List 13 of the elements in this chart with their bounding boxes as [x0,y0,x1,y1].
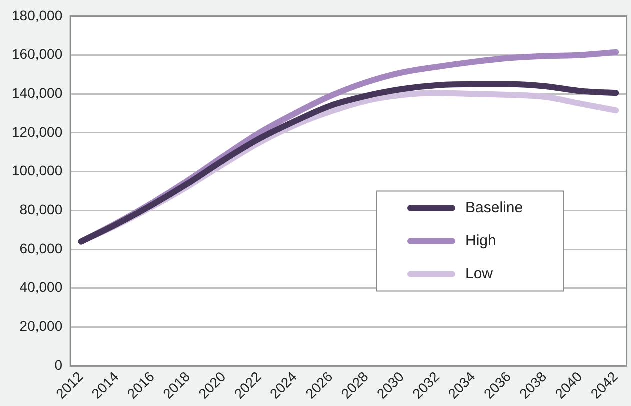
legend-label: High [466,232,496,250]
y-tick-label: 180,000 [12,7,63,24]
y-tick-label: 160,000 [12,46,63,62]
y-tick-label: 140,000 [12,84,63,101]
y-tick-label: 40,000 [20,279,63,296]
y-tick-label: 80,000 [20,202,63,218]
y-tick-label: 120,000 [12,124,63,140]
legend-label: Low [466,265,494,282]
y-tick-label: 100,000 [12,162,63,179]
y-tick-label: 0 [54,356,63,373]
y-tick-label: 60,000 [20,240,63,256]
y-tick-label: 20,000 [20,318,63,334]
legend-label: Baseline [466,199,524,216]
